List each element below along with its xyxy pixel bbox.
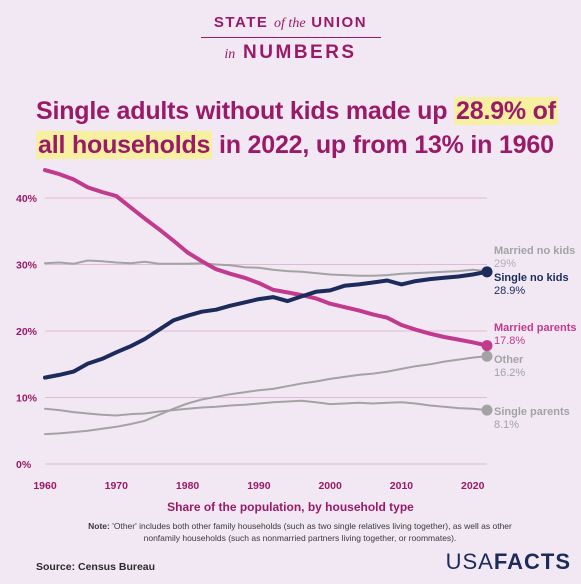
brand-of-the: of the bbox=[274, 16, 306, 31]
x-tick-label: 1990 bbox=[247, 480, 271, 492]
logo-usa: USA bbox=[445, 549, 494, 574]
x-tick-label: 1960 bbox=[33, 480, 57, 492]
series-label-other: Other bbox=[494, 354, 524, 366]
headline-part-1: Single adults without kids made up bbox=[36, 97, 455, 125]
x-tick-label: 2000 bbox=[318, 480, 342, 492]
end-point-single-no-kids bbox=[481, 266, 493, 278]
series-value-single-no-kids: 28.9% bbox=[494, 285, 525, 297]
series-value-married-no-kids: 29% bbox=[494, 258, 516, 270]
brand-divider bbox=[200, 37, 381, 38]
series-line-single-no-kids bbox=[43, 269, 489, 380]
y-tick-label: 0% bbox=[16, 459, 32, 471]
x-tick-label: 1970 bbox=[105, 480, 129, 492]
headline-highlight-1: 28.9% of bbox=[454, 97, 558, 125]
headline-part-2: in 2022, up from 13% in 1960 bbox=[212, 131, 554, 159]
footnote-label: Note: bbox=[88, 521, 110, 531]
headline-highlight-2: all households bbox=[36, 131, 213, 159]
series-label-single-parents: Single parents bbox=[494, 406, 570, 418]
series-value-other: 16.2% bbox=[494, 367, 525, 379]
end-point-other bbox=[481, 350, 493, 362]
end-point-single-parents bbox=[481, 404, 493, 416]
logo-facts: FACTS bbox=[493, 549, 571, 574]
brand-in: in bbox=[224, 47, 236, 62]
series-label-single-no-kids: Single no kids bbox=[494, 272, 569, 284]
line-chart: 0% 10% 20% 30% 40% 1960 1970 1980 1990 2000 2010 20… bbox=[16, 168, 577, 492]
brand-union: UNION bbox=[311, 14, 368, 31]
series-line-single-parents bbox=[44, 399, 488, 417]
chart-title: Single adults without kids made up 28.9%… bbox=[36, 94, 576, 162]
source-text: Source: Census Bureau bbox=[36, 561, 156, 573]
y-tick-label: 10% bbox=[16, 393, 38, 405]
x-tick-label: 2020 bbox=[461, 480, 485, 492]
y-tick-label: 30% bbox=[16, 260, 38, 272]
brand-state: STATE bbox=[213, 14, 269, 31]
series-line-other bbox=[44, 355, 488, 436]
footnote-text: 'Other' includes both other family house… bbox=[109, 521, 512, 543]
end-point-married-parents bbox=[481, 340, 493, 352]
y-tick-label: 20% bbox=[16, 326, 38, 338]
series-line-married-no-kids bbox=[44, 259, 488, 277]
brand-line-2: in NUMBERS bbox=[0, 42, 581, 64]
series-value-married-parents: 17.8% bbox=[494, 335, 525, 347]
x-tick-label: 2010 bbox=[390, 480, 414, 492]
y-tick-label: 40% bbox=[16, 193, 38, 205]
brand-numbers: NUMBERS bbox=[243, 42, 357, 63]
series-value-single-parents: 8.1% bbox=[494, 419, 519, 431]
footnote: Note: 'Other' includes both other family… bbox=[80, 520, 520, 544]
brand-line-1: STATE of the UNION bbox=[0, 14, 581, 32]
series-label-married-parents: Married parents bbox=[494, 322, 577, 334]
x-tick-label: 1980 bbox=[176, 480, 200, 492]
usafacts-logo: USAFACTS bbox=[446, 549, 571, 575]
series-line-married-parents bbox=[43, 168, 489, 348]
brand-header: STATE of the UNION in NUMBERS bbox=[0, 14, 581, 64]
x-axis-title: Share of the population, by household ty… bbox=[167, 500, 414, 514]
series-label-married-no-kids: Married no kids bbox=[494, 245, 575, 257]
